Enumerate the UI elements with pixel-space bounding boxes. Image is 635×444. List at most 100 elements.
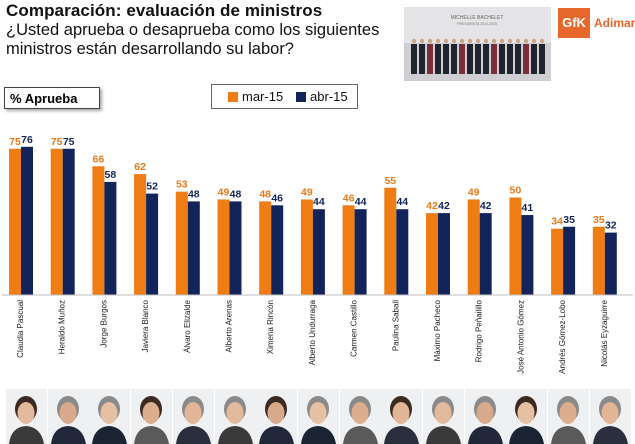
cabinet-person-figure — [467, 38, 473, 74]
category-label-claudia-pascual: Claudia Pascual — [16, 300, 25, 358]
page-title: Comparación: evaluación de ministros — [6, 1, 323, 20]
portrait-silhouette-icon — [381, 389, 423, 444]
bar-mar-jose-antonio-gomez — [509, 197, 522, 295]
category-label-alberto-arenas: Alberto Arenas — [225, 300, 234, 352]
portrait-silhouette-icon — [172, 389, 214, 444]
value-label-abr-paulina-saball: 44 — [396, 196, 408, 208]
bar-mar-maximo-pacheco — [426, 213, 438, 295]
bar-mar-javiera-blanco — [134, 174, 147, 295]
bar-mar-ximena-rincon — [259, 201, 272, 295]
cabinet-person-figure — [491, 38, 497, 74]
category-label-andres-gomez-lobo: Andrés Gómez-Lobo — [558, 299, 567, 373]
portrait-silhouette-icon — [6, 389, 47, 444]
value-label-abr-ximena-rincon: 46 — [271, 192, 283, 204]
bar-abr-javiera-blanco — [146, 193, 159, 295]
value-label-mar-andres-gomez-lobo: 34 — [551, 216, 563, 228]
portrait-nicolas-eyzaguirre — [589, 389, 631, 444]
value-label-mar-claudia-pascual: 75 — [9, 136, 21, 148]
value-label-abr-heraldo-munoz: 75 — [63, 136, 75, 148]
portrait-silhouette-icon — [423, 389, 464, 444]
value-label-abr-alberto-undurraga: 44 — [313, 196, 325, 208]
category-label-alberto-undurraga: Alberto Undurraga — [308, 299, 317, 365]
bar-abr-claudia-pascual — [21, 146, 33, 295]
portrait-silhouette-icon — [589, 389, 631, 444]
bar-abr-jose-antonio-gomez — [521, 215, 534, 295]
bar-mar-alberto-undurraga — [300, 199, 313, 295]
value-label-abr-rodrigo-penailillo: 42 — [480, 200, 492, 212]
chart-legend: mar-15 abr-15 — [211, 84, 358, 109]
portrait-carmen-castillo — [339, 389, 381, 444]
value-label-mar-paulina-saball: 55 — [384, 175, 396, 187]
value-label-mar-alvaro-elizalde: 53 — [176, 179, 188, 191]
cabinet-person-figure — [515, 38, 521, 74]
cabinet-person-figure — [459, 38, 465, 74]
portrait-silhouette-icon — [297, 389, 339, 444]
bar-abr-alvaro-elizalde — [187, 201, 200, 295]
category-label-jorge-burgos: Jorge Burgos — [99, 300, 108, 348]
value-label-abr-jorge-burgos: 58 — [105, 169, 117, 181]
category-label-maximo-pacheco: Máximo Pacheco — [433, 299, 442, 361]
portrait-alberto-arenas — [214, 389, 256, 444]
legend-swatch-abr — [296, 92, 306, 102]
bar-mar-alberto-arenas — [217, 199, 230, 295]
cabinet-person-figure — [531, 38, 537, 74]
value-label-abr-claudia-pascual: 76 — [21, 134, 33, 146]
category-label-carmen-castillo: Carmen Castillo — [350, 299, 359, 356]
bar-abr-maximo-pacheco — [438, 213, 450, 295]
photo-caption-1: MICHELLE BACHELET — [451, 15, 504, 21]
cabinet-photo-image: MICHELLE BACHELET PRESIDENTA 2014-2018 — [404, 7, 551, 81]
value-label-abr-carmen-castillo: 44 — [355, 196, 367, 208]
minister-portraits — [0, 389, 635, 444]
cabinet-photo: MICHELLE BACHELET PRESIDENTA 2014-2018 — [404, 7, 551, 81]
bar-mar-andres-gomez-lobo — [551, 228, 564, 295]
bar-mar-carmen-castillo — [342, 205, 355, 295]
category-label-jose-antonio-gomez: José Antonio Gómez — [516, 300, 525, 374]
cabinet-person-figure — [523, 38, 529, 74]
value-label-abr-andres-gomez-lobo: 35 — [563, 214, 575, 226]
portrait-paulina-saball — [381, 389, 423, 444]
bar-abr-heraldo-munoz — [62, 148, 75, 295]
category-label-rodrigo-penailillo: Rodrigo Peñailillo — [475, 299, 484, 362]
bar-abr-nicolas-eyzaguirre — [604, 232, 617, 295]
value-label-abr-alvaro-elizalde: 48 — [188, 188, 200, 200]
portrait-silhouette-icon — [339, 389, 381, 444]
cabinet-person-figure — [427, 38, 433, 74]
value-label-abr-alberto-arenas: 48 — [230, 188, 242, 200]
bar-mar-paulina-saball — [384, 187, 397, 295]
gfk-adimark-logo: GfK Adimark — [558, 8, 635, 48]
bar-abr-alberto-undurraga — [312, 209, 325, 295]
value-label-abr-jose-antonio-gomez: 41 — [522, 202, 534, 214]
bar-mar-alvaro-elizalde — [175, 191, 188, 295]
portrait-silhouette-icon — [89, 389, 131, 444]
portrait-heraldo-munoz — [47, 389, 89, 444]
legend-label-mar: mar-15 — [242, 89, 284, 104]
value-label-mar-ximena-rincon: 48 — [259, 188, 271, 200]
adimark-name: Adimark — [594, 16, 635, 30]
value-label-mar-alberto-undurraga: 49 — [301, 186, 313, 198]
portrait-alberto-undurraga — [297, 389, 339, 444]
portrait-claudia-pascual — [6, 389, 47, 444]
value-label-mar-alberto-arenas: 49 — [218, 186, 230, 198]
legend-swatch-mar — [228, 92, 238, 102]
cabinet-person-figure — [483, 38, 489, 74]
gfk-mark: GfK — [558, 8, 590, 38]
value-label-mar-jorge-burgos: 66 — [93, 153, 105, 165]
bar-mar-rodrigo-penailillo — [467, 199, 480, 295]
portrait-alvaro-elizalde — [172, 389, 214, 444]
bar-abr-alberto-arenas — [229, 201, 242, 295]
category-label-heraldo-munoz: Heraldo Muñoz — [58, 300, 67, 354]
value-label-mar-nicolas-eyzaguirre: 35 — [593, 214, 605, 226]
cabinet-person-figure — [443, 38, 449, 74]
portrait-silhouette-icon — [47, 389, 89, 444]
value-label-abr-maximo-pacheco: 42 — [438, 200, 450, 212]
cabinet-person-figure — [475, 38, 481, 74]
portrait-silhouette-icon — [131, 389, 173, 444]
value-label-mar-jose-antonio-gomez: 50 — [510, 185, 522, 197]
cabinet-person-figure — [451, 38, 457, 74]
portrait-silhouette-icon — [214, 389, 256, 444]
value-label-abr-javiera-blanco: 52 — [146, 181, 158, 193]
value-label-mar-javiera-blanco: 62 — [134, 161, 146, 173]
metric-label: % Aprueba — [4, 87, 100, 109]
cabinet-person-figure — [539, 38, 545, 74]
